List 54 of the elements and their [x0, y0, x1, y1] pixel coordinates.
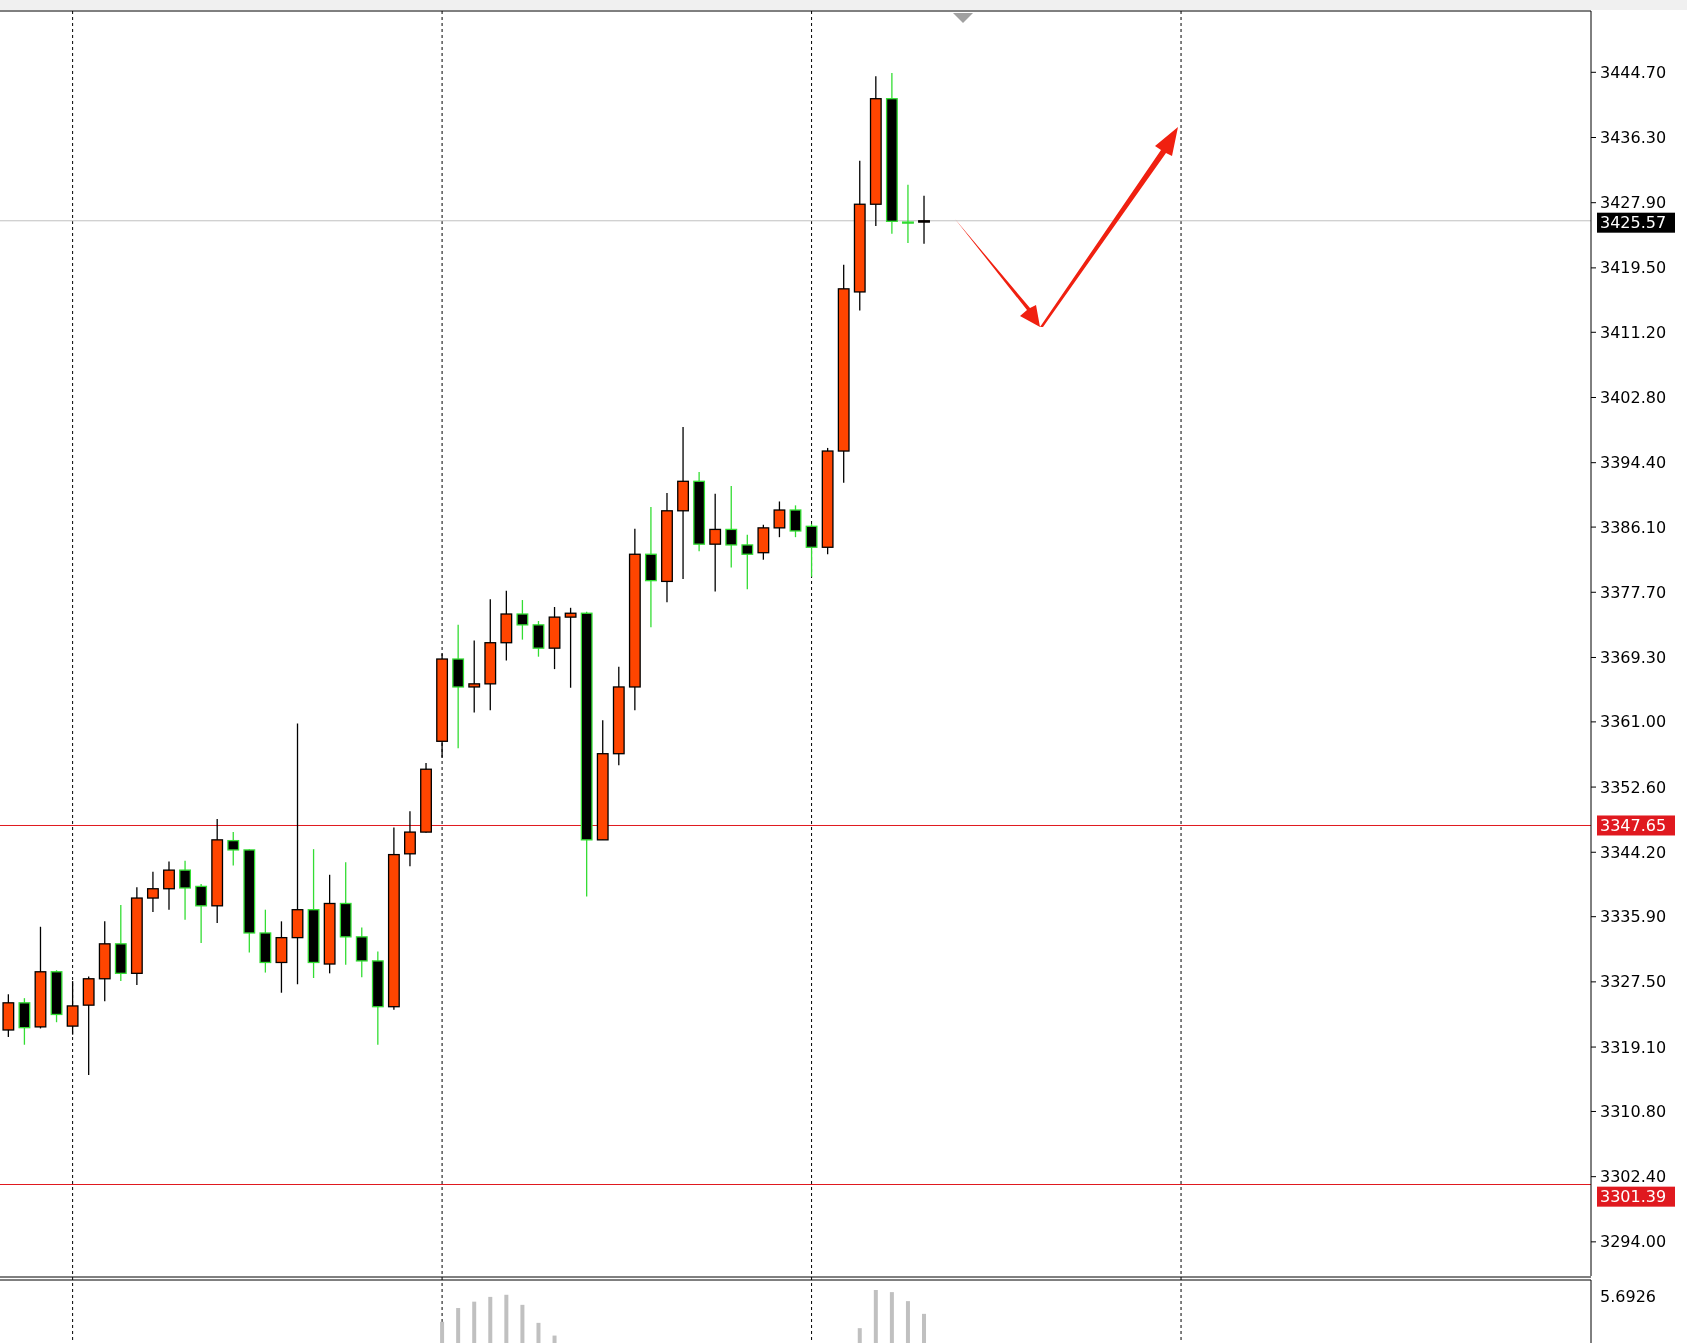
y-tick-label: 3319.10	[1600, 1037, 1667, 1057]
y-tick-label: 3302.40	[1600, 1167, 1667, 1187]
bar	[857, 1328, 862, 1343]
text: 5.6926	[1600, 1286, 1656, 1306]
y-tick-label: 3444.70	[1600, 62, 1667, 82]
candlestick	[227, 831, 240, 867]
candlestick	[709, 493, 722, 593]
candlestick	[741, 534, 754, 590]
candlestick	[195, 883, 208, 944]
bar	[456, 1308, 461, 1343]
bar	[472, 1301, 477, 1343]
y-tick-label: 3369.30	[1600, 647, 1667, 667]
y-tick-label: 3411.20	[1600, 322, 1667, 342]
candlestick	[516, 599, 529, 641]
y-tick-label: 3402.80	[1600, 387, 1667, 407]
y-tick-label: 3427.90	[1600, 193, 1667, 213]
candlestick	[146, 871, 159, 913]
bar	[440, 1321, 445, 1343]
candlestick	[404, 810, 416, 867]
bar	[922, 1313, 927, 1343]
y-tick-label: 3344.20	[1600, 842, 1667, 862]
ref-line-label: 3425.57	[1600, 213, 1667, 233]
y-tick-label: 3294.00	[1600, 1232, 1667, 1252]
candlestick	[532, 620, 545, 658]
candlestick	[163, 860, 175, 911]
y-tick-label: 3327.50	[1600, 972, 1667, 992]
candlestick	[773, 500, 786, 538]
bar	[889, 1292, 894, 1343]
candlestick	[179, 860, 192, 921]
y-tick-label: 3436.30	[1600, 128, 1667, 147]
candlestick	[789, 504, 802, 538]
ref-line-label: 3301.39	[1600, 1187, 1667, 1207]
candlestick	[291, 722, 304, 985]
bar	[488, 1296, 493, 1343]
ref-line-label: 3347.65	[1600, 815, 1667, 835]
bar	[536, 1322, 541, 1343]
candlestick	[725, 485, 738, 569]
candlestick	[468, 639, 481, 714]
bar	[504, 1294, 509, 1343]
candlestick	[564, 607, 577, 689]
y-tick-label: 3335.90	[1600, 907, 1667, 927]
bar	[520, 1304, 525, 1343]
y-tick-label: 3377.70	[1600, 582, 1667, 602]
y-tick-label: 3386.10	[1600, 517, 1667, 537]
bar	[873, 1290, 878, 1343]
bar	[552, 1335, 557, 1343]
bar	[905, 1301, 910, 1343]
y-tick-label: 3352.60	[1600, 777, 1667, 797]
y-tick-label: 3361.00	[1600, 712, 1667, 732]
candlestick	[902, 184, 914, 244]
y-tick-label: 3394.40	[1600, 453, 1667, 473]
y-tick-label: 3419.50	[1600, 258, 1667, 278]
y-tick-label: 3310.80	[1600, 1101, 1667, 1121]
candlestick	[918, 195, 930, 245]
